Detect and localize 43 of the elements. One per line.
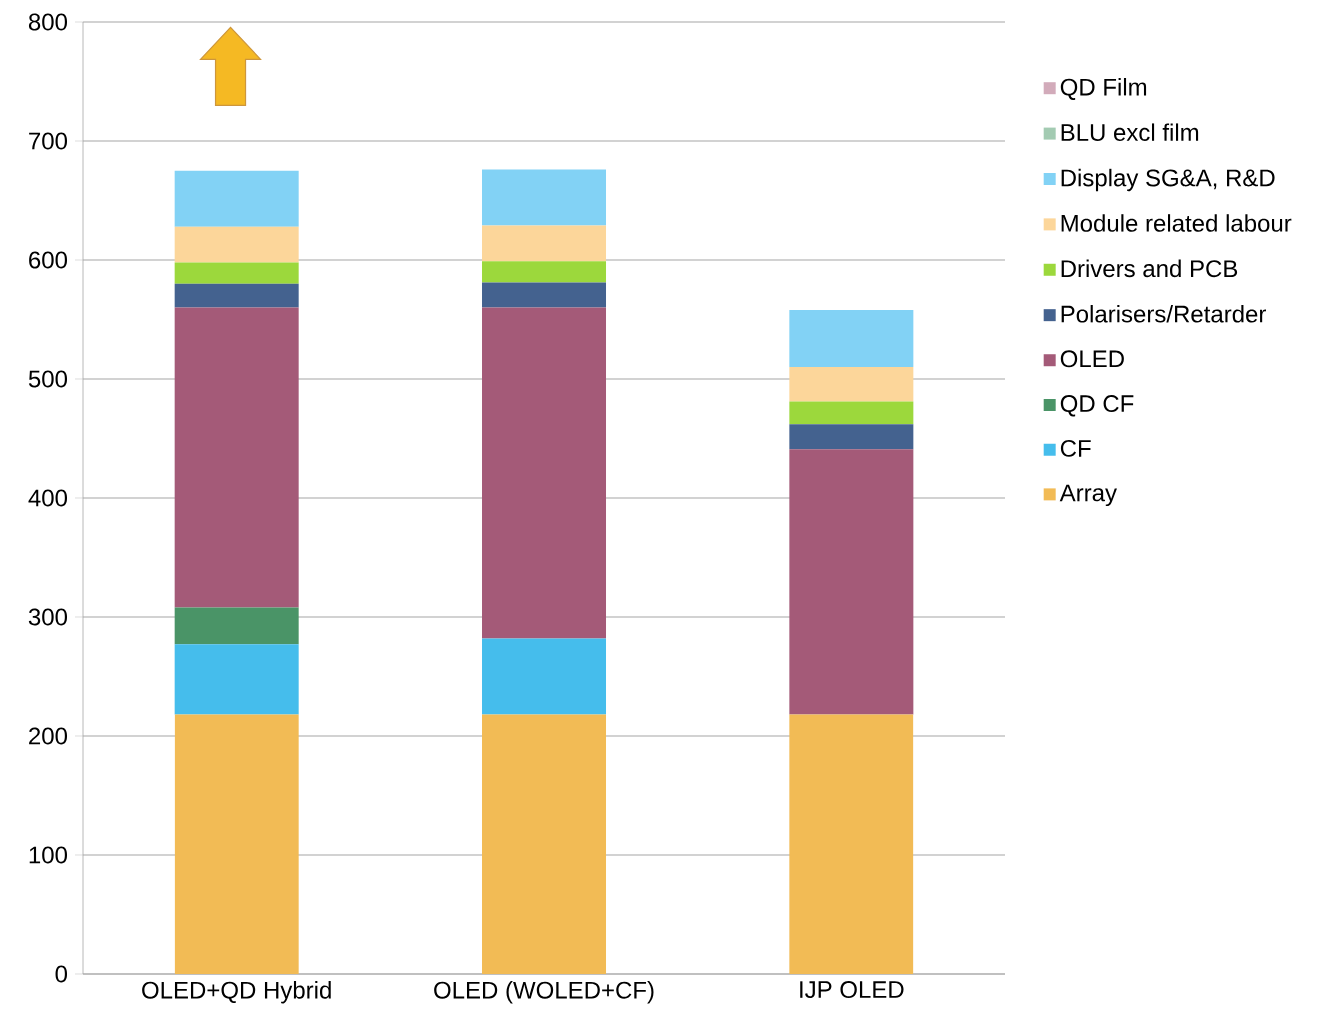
legend-label: CF [1060, 439, 1091, 457]
y-tick-label: 700 [29, 132, 68, 150]
bar [482, 714, 607, 974]
legend-label: Array [1059, 484, 1117, 507]
legend-label: QD CF [1060, 395, 1134, 417]
legend-label: Drivers and PCB [1061, 259, 1238, 278]
bar [482, 638, 607, 715]
bar [482, 261, 607, 283]
y-tick-label: 100 [29, 846, 68, 864]
y-tick-label: 400 [28, 489, 68, 507]
y-tick-label: 500 [28, 370, 68, 388]
x-tick-label: OLED (WOLED+CF) [434, 981, 654, 1004]
y-tick-label: 600 [29, 251, 68, 269]
legend-label: Display SG&A, R&D [1061, 168, 1275, 192]
bar [174, 644, 299, 715]
bar [789, 401, 914, 425]
bar [482, 307, 607, 639]
bar [174, 262, 299, 284]
legend-label: BLU excl film [1061, 123, 1199, 142]
legend-label: Polarisers/Retarder [1061, 304, 1266, 323]
bar [789, 309, 914, 368]
bar [789, 367, 914, 402]
bar [174, 607, 299, 645]
y-tick-label: 300 [28, 608, 68, 626]
x-tick-label: IJP OLED [800, 981, 904, 999]
bar [174, 714, 299, 974]
bar [482, 282, 607, 308]
legend-label: Module related labour [1061, 214, 1292, 232]
bar [789, 424, 914, 450]
bar [789, 449, 914, 715]
y-tick-label: 800 [28, 13, 68, 31]
y-tick-label: 200 [29, 727, 68, 745]
bar [174, 283, 299, 308]
legend-label: OLED [1060, 350, 1124, 368]
x-tick-label: OLED+QD Hybrid [142, 981, 331, 1004]
bar [482, 225, 607, 262]
y-tick-label: 0 [55, 965, 68, 983]
bar [174, 170, 299, 227]
legend-label: QD Film [1060, 78, 1147, 100]
bar [482, 169, 607, 226]
bar [174, 307, 299, 608]
bar [789, 714, 914, 974]
bar [174, 226, 299, 263]
